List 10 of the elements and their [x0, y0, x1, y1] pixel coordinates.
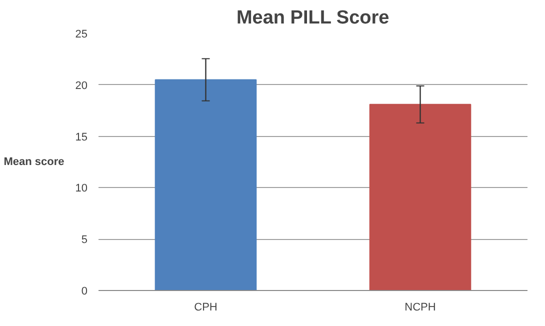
y-tick-label: 25	[75, 28, 88, 40]
y-tick-label: 10	[75, 182, 88, 195]
x-tick-label: CPH	[194, 302, 218, 314]
y-axis-title: Mean score	[4, 156, 64, 168]
chart-title: Mean PILL Score	[236, 8, 390, 28]
y-tick-label: 20	[75, 80, 88, 92]
y-tick-label: 15	[75, 131, 88, 144]
y-tick-label: 5	[81, 234, 88, 246]
x-tick-label: NCPH	[404, 302, 436, 314]
y-tick-label: 0	[81, 286, 88, 298]
